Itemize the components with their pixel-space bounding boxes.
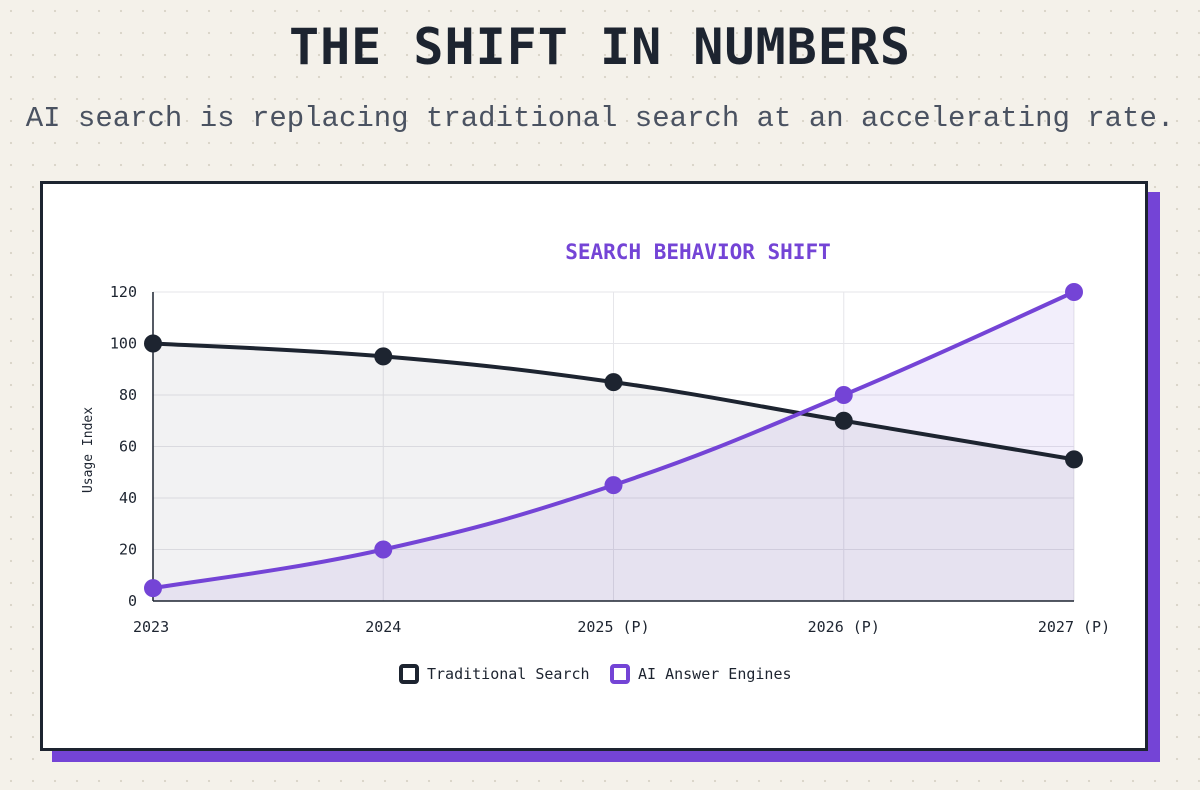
y-tick-2: 40 <box>119 489 137 507</box>
legend-swatch-ai-answer-engines <box>610 664 630 684</box>
point-ai-answer-engines-1 <box>374 540 393 559</box>
y-tick-5: 100 <box>110 335 137 353</box>
x-tick-3: 2026 (P) <box>808 618 880 636</box>
x-tick-4: 2027 (P) <box>1038 618 1110 636</box>
y-tick-4: 80 <box>119 386 137 404</box>
y-tick-6: 120 <box>110 283 137 301</box>
point-traditional-search-1 <box>374 347 393 366</box>
x-tick-0: 2023 <box>133 618 169 636</box>
legend: Traditional Search AI Answer Engines <box>399 664 792 684</box>
x-tick-1: 2024 <box>365 618 401 636</box>
point-ai-answer-engines-0 <box>144 579 162 598</box>
x-tick-labels: 2023 2024 2025 (P) 2026 (P) 2027 (P) <box>133 618 1110 636</box>
area-traditional-search <box>153 343 1074 601</box>
data-points <box>144 283 1083 598</box>
area-ai-answer-engines <box>153 292 1074 601</box>
legend-swatch-traditional-search <box>399 664 419 684</box>
point-traditional-search-2 <box>604 373 623 392</box>
point-traditional-search-4 <box>1065 450 1083 469</box>
legend-label-ai-answer-engines: AI Answer Engines <box>638 665 792 683</box>
page-title: THE SHIFT IN NUMBERS <box>288 18 912 76</box>
chart: SEARCH BEHAVIOR SHIFT 0 20 40 60 80 100 120 20… <box>81 240 1110 684</box>
y-tick-labels: 0 20 40 60 80 100 120 <box>110 283 137 610</box>
legend-label-traditional-search: Traditional Search <box>427 665 590 683</box>
point-traditional-search-0 <box>144 334 162 353</box>
y-tick-0: 0 <box>128 592 137 610</box>
point-traditional-search-3 <box>834 411 853 430</box>
point-ai-answer-engines-2 <box>604 476 623 495</box>
point-ai-answer-engines-3 <box>834 386 853 404</box>
series-areas <box>153 292 1074 601</box>
chart-card: SEARCH BEHAVIOR SHIFT 0 20 40 60 80 100 120 20… <box>40 181 1148 751</box>
page-subtitle: AI search is replacing traditional searc… <box>25 102 1175 135</box>
chart-title: SEARCH BEHAVIOR SHIFT <box>565 240 831 264</box>
point-ai-answer-engines-4 <box>1065 283 1083 301</box>
y-axis-label: Usage Index <box>81 407 96 493</box>
y-tick-1: 20 <box>119 541 137 559</box>
x-tick-2: 2025 (P) <box>577 618 649 636</box>
y-tick-3: 60 <box>119 438 137 456</box>
